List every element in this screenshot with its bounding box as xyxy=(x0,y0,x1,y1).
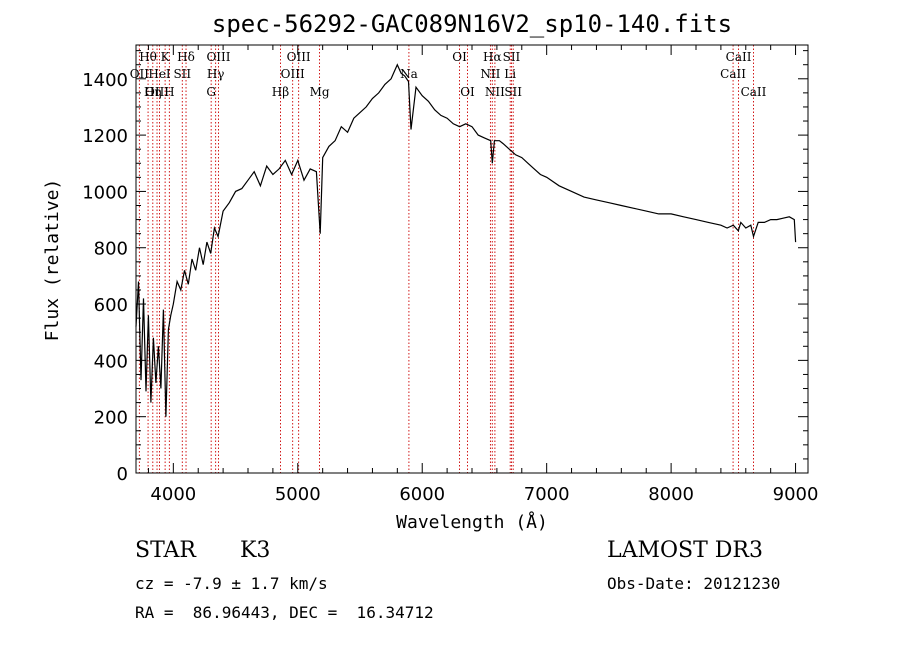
object-class: STAR xyxy=(135,538,196,563)
line-label: OIII xyxy=(281,67,305,81)
line-labels-layer: Hθ OII OIII K HeI Hη SII H Hδ OIII Hγ G OIII OIII Hβ Mg… xyxy=(130,50,767,99)
line-label: HeI xyxy=(148,67,171,81)
line-label: H xyxy=(164,85,174,99)
line-label: NII xyxy=(485,85,505,99)
line-label: SII xyxy=(504,85,522,99)
line-label: CaII xyxy=(720,67,746,81)
line-label: OI xyxy=(460,85,475,99)
line-label: OI xyxy=(452,50,467,64)
x-tick-label: 4000 xyxy=(150,484,196,505)
x-axis-label: Wavelength (Å) xyxy=(396,511,548,533)
y-tick-label: 1400 xyxy=(82,70,128,91)
y-tick-label: 600 xyxy=(94,295,128,316)
y-axis-label: Flux (relative) xyxy=(42,179,63,342)
line-label: CaII xyxy=(726,50,752,64)
line-label: Hγ xyxy=(207,67,225,81)
y-tick-label: 1200 xyxy=(82,126,128,147)
line-label: SII xyxy=(503,50,521,64)
line-label: Hη xyxy=(144,85,162,99)
plot-frame xyxy=(135,44,809,474)
survey-name: LAMOST DR3 xyxy=(607,538,763,563)
line-label: SII xyxy=(173,67,191,81)
line-label: CaII xyxy=(741,85,767,99)
y-axis: 0 200 400 600 800 1000 1200 1400 xyxy=(82,50,808,485)
spectrum-plot: spec-56292-GAC089N16V2_sp10-140.fits Hθ O… xyxy=(42,10,819,533)
line-label: Hδ xyxy=(177,50,195,64)
observation-date: Obs-Date: 20121230 xyxy=(607,574,781,593)
y-tick-label: 400 xyxy=(94,351,128,372)
y-tick-label: 0 xyxy=(117,464,128,485)
line-label: Hβ xyxy=(272,85,289,99)
line-label: Hα xyxy=(483,50,502,64)
y-tick-label: 1000 xyxy=(82,182,128,203)
x-tick-label: 8000 xyxy=(648,484,694,505)
y-tick-label: 200 xyxy=(94,408,128,429)
line-label: Hθ xyxy=(139,50,157,64)
line-label: Na xyxy=(400,67,418,81)
line-label: OIII xyxy=(145,85,169,99)
x-tick-label: 7000 xyxy=(524,484,570,505)
line-label: NII xyxy=(480,67,500,81)
x-tick-label: 9000 xyxy=(773,484,819,505)
line-markers-layer xyxy=(138,45,754,473)
line-label: G xyxy=(206,85,216,99)
line-label: Li xyxy=(504,67,516,81)
chart-title: spec-56292-GAC089N16V2_sp10-140.fits xyxy=(212,10,732,38)
x-tick-label: 5000 xyxy=(275,484,321,505)
redshift-cz: cz = -7.9 ± 1.7 km/s xyxy=(135,574,328,593)
line-label: OIII xyxy=(287,50,311,64)
line-label: OIII xyxy=(206,50,230,64)
line-label: Mg xyxy=(310,85,330,99)
spectrum-line xyxy=(135,63,797,417)
x-axis: 4000 5000 6000 7000 8000 9000 xyxy=(147,45,819,505)
ra-dec-coordinates: RA = 86.96443, DEC = 16.34712 xyxy=(135,603,434,622)
y-tick-label: 800 xyxy=(94,239,128,260)
line-label: K xyxy=(161,50,171,64)
x-tick-label: 6000 xyxy=(399,484,445,505)
line-label: OII xyxy=(130,67,150,81)
object-subclass: K3 xyxy=(240,538,271,563)
